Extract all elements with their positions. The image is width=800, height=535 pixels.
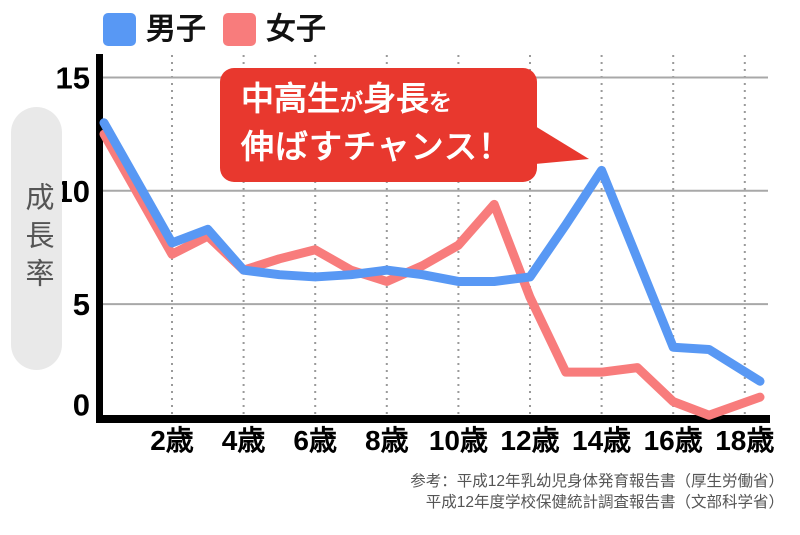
- y-axis-label: 成長率: [21, 181, 53, 296]
- source-line-2: 平成12年度学校保健統計調査報告書（文部科学省）: [425, 494, 784, 511]
- axes: [96, 54, 770, 423]
- y-tick-label: 15: [56, 60, 90, 95]
- x-tick-label: 16歳: [644, 425, 703, 456]
- x-tick-label: 8歳: [365, 425, 409, 456]
- y-tick-label: 0: [73, 388, 90, 423]
- callout-text: 身長: [363, 80, 429, 117]
- callout-line-1: 中高生が身長を: [241, 77, 537, 124]
- y-axis-line: [96, 54, 103, 423]
- x-tick-label: 12歳: [500, 425, 559, 456]
- legend-swatch-girls: [223, 13, 256, 46]
- callout-line-2: 伸ばすチャンス！: [241, 128, 513, 165]
- callout-bubble: 中高生が身長を 伸ばすチャンス！: [220, 68, 537, 182]
- x-tick-label: 18歳: [715, 425, 774, 456]
- callout-tail: [535, 126, 589, 164]
- x-tick-label: 2歳: [150, 425, 194, 456]
- x-tick-label: 6歳: [293, 425, 337, 456]
- y-axis-label-pill: 成長率: [11, 107, 62, 370]
- source-reference: 参考：平成12年乳幼児身体発育報告書（厚生労働省） 平成12年度学校保健統計調査…: [410, 471, 784, 513]
- legend-swatch-boys: [103, 13, 136, 46]
- legend: 男子 女子: [103, 13, 343, 46]
- x-axis-line: [96, 415, 770, 423]
- source-line-1: 参考：平成12年乳幼児身体発育報告書（厚生労働省）: [410, 473, 784, 490]
- y-tick-label: 5: [73, 287, 90, 322]
- callout-text-small: が: [340, 89, 363, 115]
- x-tick-label: 4歳: [222, 425, 266, 456]
- legend-label-boys: 男子: [146, 13, 206, 46]
- x-tick-label: 10歳: [429, 425, 488, 456]
- callout-text: 中高生: [241, 80, 340, 117]
- callout-text-small: を: [429, 89, 452, 115]
- series-line-boys: [99, 118, 765, 386]
- series-lines: [99, 118, 765, 420]
- legend-label-girls: 女子: [266, 13, 326, 46]
- x-tick-label: 14歳: [572, 425, 631, 456]
